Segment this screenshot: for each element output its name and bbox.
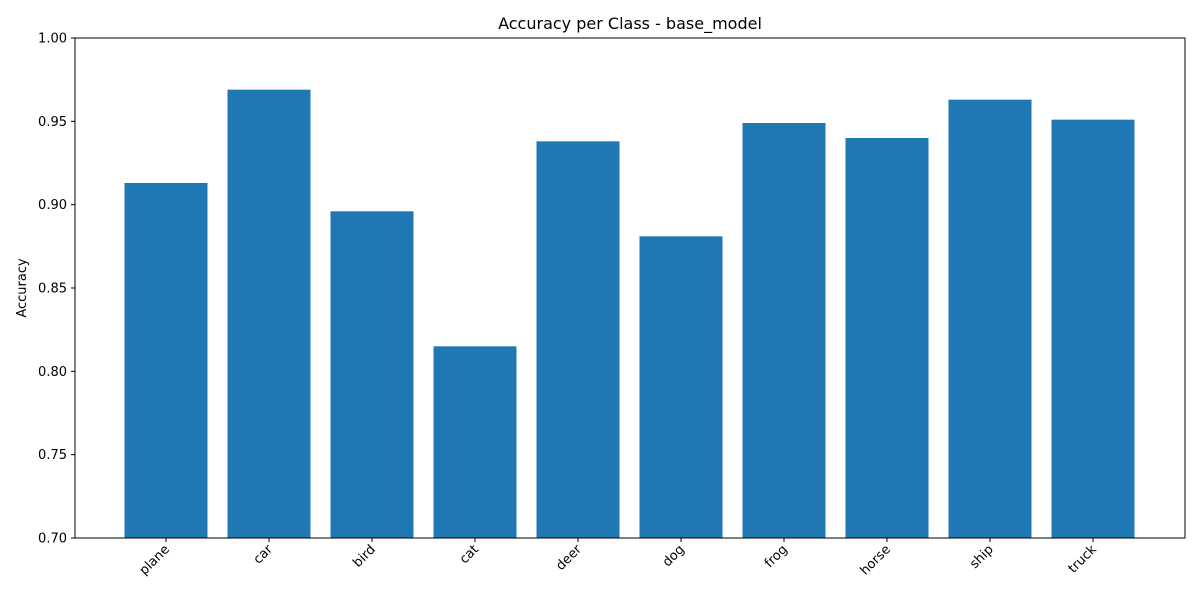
x-tick-label-truck: truck: [1066, 542, 1101, 577]
bar-frog: [742, 123, 826, 538]
y-axis-title: Accuracy: [15, 258, 30, 318]
y-tick-label-0.95: 0.95: [38, 115, 67, 130]
plot-area-frame: [74, 37, 1186, 539]
x-tick-label-dog: dog: [660, 542, 688, 570]
bars-group: [124, 89, 1135, 539]
chart-title: Accuracy per Class - base_model: [498, 14, 762, 34]
bar-horse: [845, 138, 929, 538]
y-tick-label-0.90: 0.90: [38, 198, 67, 213]
x-tick-label-frog: frog: [762, 542, 791, 571]
bar-truck: [1051, 119, 1135, 539]
x-tick-label-cat: cat: [457, 542, 482, 567]
bar-plane: [124, 183, 208, 538]
y-tick-label-0.75: 0.75: [38, 448, 67, 463]
bar-bird: [330, 211, 414, 539]
x-tick-label-bird: bird: [350, 542, 378, 570]
y-axis-ticks: 0.70 0.75 0.80 0.85 0.90 0.95 1.00: [38, 32, 75, 547]
y-tick-label-0.80: 0.80: [38, 365, 67, 380]
y-tick-label-0.85: 0.85: [38, 282, 67, 297]
bar-ship: [948, 99, 1032, 539]
y-tick-label-1.00: 1.00: [38, 32, 67, 47]
bar-cat: [433, 346, 517, 538]
bar-deer: [536, 141, 620, 539]
x-tick-label-plane: plane: [137, 542, 173, 578]
x-tick-label-horse: horse: [858, 542, 894, 578]
bar-dog: [639, 236, 723, 539]
x-axis-ticks: plane car bird cat deer dog frog horse ship truck: [137, 538, 1100, 579]
x-tick-label-deer: deer: [553, 542, 585, 574]
bar-car: [227, 89, 311, 539]
x-tick-label-car: car: [251, 542, 277, 568]
x-tick-label-ship: ship: [967, 542, 997, 572]
y-tick-label-0.70: 0.70: [38, 532, 67, 547]
